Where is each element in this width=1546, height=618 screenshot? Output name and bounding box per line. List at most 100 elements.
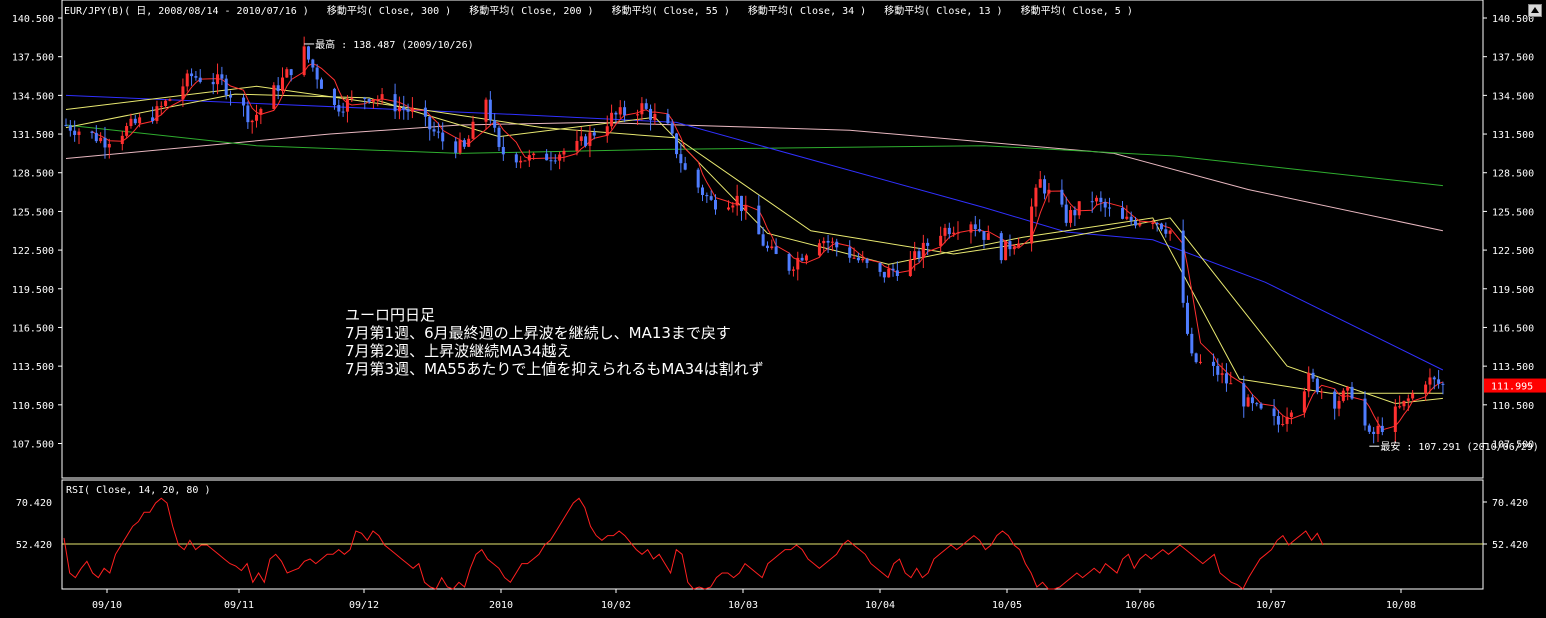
- candle-body: [190, 73, 194, 77]
- candle-body: [614, 112, 618, 115]
- candle-body: [432, 129, 436, 132]
- high-annotation: 最高 : 138.487 (2009/10/26): [315, 38, 473, 51]
- candle-body: [640, 103, 644, 115]
- candle-body: [181, 86, 185, 100]
- candle-body: [978, 229, 982, 232]
- candle-body: [969, 224, 973, 233]
- candle-body: [675, 133, 679, 155]
- candle-body: [341, 111, 345, 113]
- candle-body: [791, 269, 795, 271]
- y-tick-label-right: 125.500: [1492, 207, 1534, 218]
- candle-body: [402, 107, 406, 110]
- candle-body: [1398, 406, 1402, 408]
- candle-body: [493, 120, 497, 128]
- candle-body: [168, 99, 172, 101]
- y-tick-label-right: 110.500: [1492, 401, 1534, 412]
- candle-body: [155, 106, 159, 121]
- candle-body: [337, 105, 341, 112]
- candle-body: [1281, 423, 1285, 425]
- indicator-ma13: 移動平均( Close, 13 ): [884, 6, 1003, 17]
- candle-body: [302, 46, 306, 76]
- candle-body: [255, 114, 259, 121]
- candle-body: [467, 138, 471, 147]
- note-line-1: ユーロ円日足: [345, 306, 436, 324]
- candle-body: [1064, 204, 1068, 223]
- candle-body: [1320, 391, 1324, 393]
- x-tick-label: 2010: [489, 600, 513, 611]
- y-tick-label-left: 131.500: [12, 130, 54, 141]
- candle-body: [216, 74, 220, 85]
- candle-body: [882, 271, 886, 278]
- y-tick-label-right: 137.500: [1492, 53, 1534, 64]
- indicator-ma200: 移動平均( Close, 200 ): [469, 6, 594, 17]
- candle-body: [1012, 246, 1016, 250]
- candle-body: [393, 94, 397, 112]
- candle-body: [1125, 216, 1129, 219]
- candle-body: [679, 154, 683, 164]
- candle-body: [921, 242, 925, 258]
- candle-body: [194, 76, 198, 78]
- candle-body: [523, 160, 527, 162]
- candle-body: [804, 255, 808, 261]
- candle-body: [1246, 397, 1250, 407]
- candle-body: [1350, 386, 1354, 399]
- candle-body: [1095, 197, 1099, 202]
- candle-body: [1424, 384, 1428, 394]
- candle-body: [220, 74, 224, 79]
- ma-line-1: [65, 124, 1443, 187]
- candle-body: [1008, 241, 1012, 250]
- candle-body: [73, 130, 77, 135]
- candle-body: [623, 107, 627, 116]
- candle-body: [1060, 189, 1064, 205]
- candle-body: [1289, 412, 1293, 417]
- y-tick-label-left: 140.500: [12, 14, 54, 25]
- indicator-ma55: 移動平均( Close, 55 ): [611, 6, 730, 17]
- candle-body: [618, 107, 622, 115]
- candle-body: [285, 69, 289, 78]
- candle-body: [120, 135, 124, 144]
- x-tick-label: 09/12: [349, 600, 379, 611]
- candle-body: [1441, 383, 1445, 385]
- candle-body: [64, 125, 68, 127]
- candle-body: [952, 232, 956, 235]
- candle-body: [579, 136, 583, 141]
- scroll-up-button[interactable]: [1528, 4, 1542, 17]
- candle-body: [350, 97, 354, 99]
- candle-body: [1402, 400, 1406, 407]
- candle-body: [281, 77, 284, 92]
- candle-body: [796, 257, 800, 270]
- candle-body: [644, 103, 648, 109]
- candle-body: [1194, 353, 1198, 363]
- ma-line-0: [65, 121, 1444, 232]
- candle-body: [1043, 179, 1047, 194]
- candle-body: [545, 153, 549, 161]
- candle-body: [592, 132, 596, 136]
- candle-body: [488, 99, 492, 121]
- candle-body: [1121, 207, 1125, 219]
- indicator-ma5: 移動平均( Close, 5 ): [1020, 6, 1133, 17]
- x-tick-label: 10/08: [1386, 600, 1416, 611]
- indicator-ma34: 移動平均( Close, 34 ): [747, 6, 867, 17]
- candle-body: [99, 137, 103, 142]
- candle-body: [982, 231, 986, 240]
- candle-body: [701, 187, 705, 196]
- candle-body: [138, 117, 142, 124]
- candle-body: [1432, 377, 1436, 380]
- candle-body: [636, 114, 640, 116]
- candle-body: [1134, 221, 1138, 226]
- candle-body: [1224, 373, 1228, 384]
- candle-body: [484, 99, 488, 122]
- candle-body: [683, 163, 687, 170]
- candle-body: [125, 126, 129, 136]
- candle-body: [423, 107, 427, 117]
- ma-line-2: [65, 94, 1444, 371]
- candle-body: [406, 109, 410, 112]
- y-tick-label-left: 137.500: [12, 53, 54, 64]
- candle-body: [94, 132, 98, 142]
- candle-body: [103, 137, 107, 148]
- candle-body: [848, 247, 852, 258]
- y-tick-label-right: 131.500: [1492, 130, 1534, 141]
- candle-body: [926, 242, 930, 246]
- candle-body: [471, 121, 475, 139]
